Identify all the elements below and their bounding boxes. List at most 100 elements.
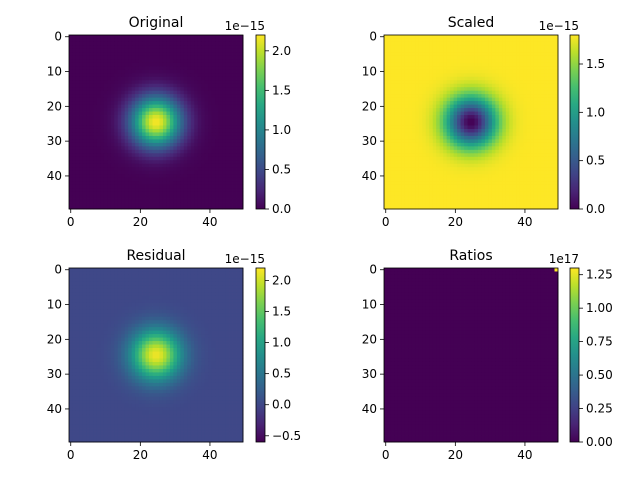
heatmap-cell <box>121 115 126 119</box>
heatmap-cell <box>491 55 496 60</box>
heatmap-cell <box>107 62 112 67</box>
heatmap-cell <box>152 59 157 64</box>
heatmap-cell <box>117 80 122 85</box>
heatmap-cell <box>509 97 514 102</box>
heatmap-cell <box>404 52 409 57</box>
heatmap-cell <box>505 108 510 112</box>
heatmap-cell <box>488 160 493 165</box>
heatmap-cell <box>204 59 209 64</box>
heatmap-cell <box>93 101 98 105</box>
heatmap-cell <box>460 177 465 182</box>
heatmap-cell <box>498 69 503 74</box>
heatmap-cell <box>239 69 244 74</box>
heatmap-cell <box>495 35 500 39</box>
heatmap-cell <box>519 69 524 74</box>
heatmap-cell <box>384 48 388 53</box>
heatmap-cell <box>390 73 395 78</box>
heatmap-cell <box>530 38 535 43</box>
heatmap-cell <box>401 83 406 88</box>
heatmap-cell <box>537 111 541 116</box>
heatmap-cell <box>114 195 119 199</box>
heatmap-cell <box>93 111 98 116</box>
heatmap-cell <box>190 205 195 210</box>
heatmap-cell <box>498 48 503 53</box>
heatmap-cell <box>232 80 237 85</box>
heatmap-cell <box>176 195 181 199</box>
heatmap-cell <box>457 139 461 144</box>
heatmap-cell <box>491 101 496 105</box>
heatmap-cell <box>229 163 233 168</box>
heatmap-cell <box>121 111 126 116</box>
heatmap-cell <box>107 45 112 50</box>
heatmap-cell <box>554 94 559 99</box>
heatmap-cell <box>149 97 153 102</box>
heatmap-cell <box>544 163 548 168</box>
heatmap-cell <box>138 66 143 71</box>
heatmap-cell <box>103 73 108 78</box>
heatmap-cell <box>554 174 559 179</box>
heatmap-cell <box>218 198 223 203</box>
heatmap-cell <box>471 195 475 199</box>
heatmap-cell <box>471 132 475 137</box>
heatmap-cell <box>72 94 77 99</box>
heatmap-cell <box>183 83 188 88</box>
heatmap-cell <box>107 101 112 105</box>
heatmap-cell <box>225 101 230 105</box>
heatmap-cell <box>415 104 420 109</box>
heatmap-cell <box>128 177 133 182</box>
heatmap-cell <box>422 181 427 186</box>
heatmap-cell <box>401 139 406 144</box>
heatmap-cell <box>222 167 226 172</box>
heatmap-cell <box>183 73 188 78</box>
heatmap-cell <box>450 167 454 172</box>
heatmap-cell <box>443 156 448 161</box>
heatmap-cell <box>117 139 122 144</box>
heatmap-cell <box>225 167 230 172</box>
heatmap-cell <box>526 76 531 81</box>
heatmap-cell <box>208 188 213 192</box>
heatmap-cell <box>460 80 465 85</box>
heatmap-cell <box>183 153 188 158</box>
heatmap-cell <box>450 35 454 39</box>
heatmap-cell <box>211 139 216 144</box>
heatmap-cell <box>135 101 139 105</box>
heatmap-cell <box>236 170 240 175</box>
heatmap-cell <box>401 122 406 126</box>
heatmap-cell <box>107 181 112 186</box>
heatmap-cell <box>211 104 216 109</box>
heatmap-cell <box>236 128 240 133</box>
heatmap-cell <box>211 83 216 88</box>
heatmap-cell <box>176 205 181 210</box>
heatmap-cell <box>474 108 479 112</box>
heatmap-cell <box>384 149 388 154</box>
heatmap-cell <box>450 55 454 60</box>
heatmap-cell <box>404 41 409 46</box>
heatmap-cell <box>474 184 479 189</box>
heatmap-cell <box>222 111 226 116</box>
heatmap-cell <box>387 188 392 192</box>
heatmap-cell <box>495 55 500 60</box>
heatmap-cell <box>72 139 77 144</box>
heatmap-cell <box>526 191 531 196</box>
heatmap-cell <box>110 104 115 109</box>
heatmap-cell <box>79 87 84 92</box>
heatmap-cell <box>201 80 206 85</box>
heatmap-cell <box>187 83 192 88</box>
heatmap-cell <box>110 142 115 147</box>
heatmap-cell <box>537 156 541 161</box>
heatmap-cell <box>411 139 416 144</box>
heatmap-cell <box>502 163 507 168</box>
heatmap-cell <box>547 87 552 92</box>
heatmap-cell <box>156 135 160 140</box>
heatmap-cell <box>218 163 223 168</box>
heatmap-cell <box>173 73 178 78</box>
heatmap-cell <box>96 38 101 43</box>
heatmap-cell <box>72 111 77 116</box>
heatmap-cell <box>100 66 105 71</box>
heatmap-cell <box>142 115 146 119</box>
heatmap-cell <box>425 111 430 116</box>
heatmap-cell <box>166 104 171 109</box>
heatmap-cell <box>394 184 399 189</box>
heatmap-cell <box>397 184 402 189</box>
heatmap-cell <box>156 149 160 154</box>
